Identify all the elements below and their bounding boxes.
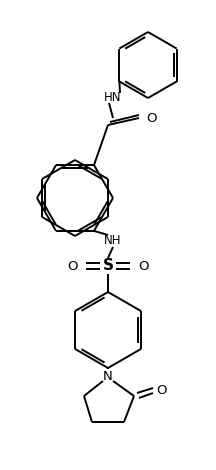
Text: O: O (138, 259, 148, 273)
Text: HN: HN (104, 91, 122, 103)
Text: NH: NH (104, 234, 122, 246)
Text: O: O (146, 111, 157, 125)
Text: S: S (103, 258, 113, 274)
Text: O: O (67, 259, 78, 273)
Text: O: O (156, 384, 167, 398)
Text: N: N (103, 369, 113, 383)
